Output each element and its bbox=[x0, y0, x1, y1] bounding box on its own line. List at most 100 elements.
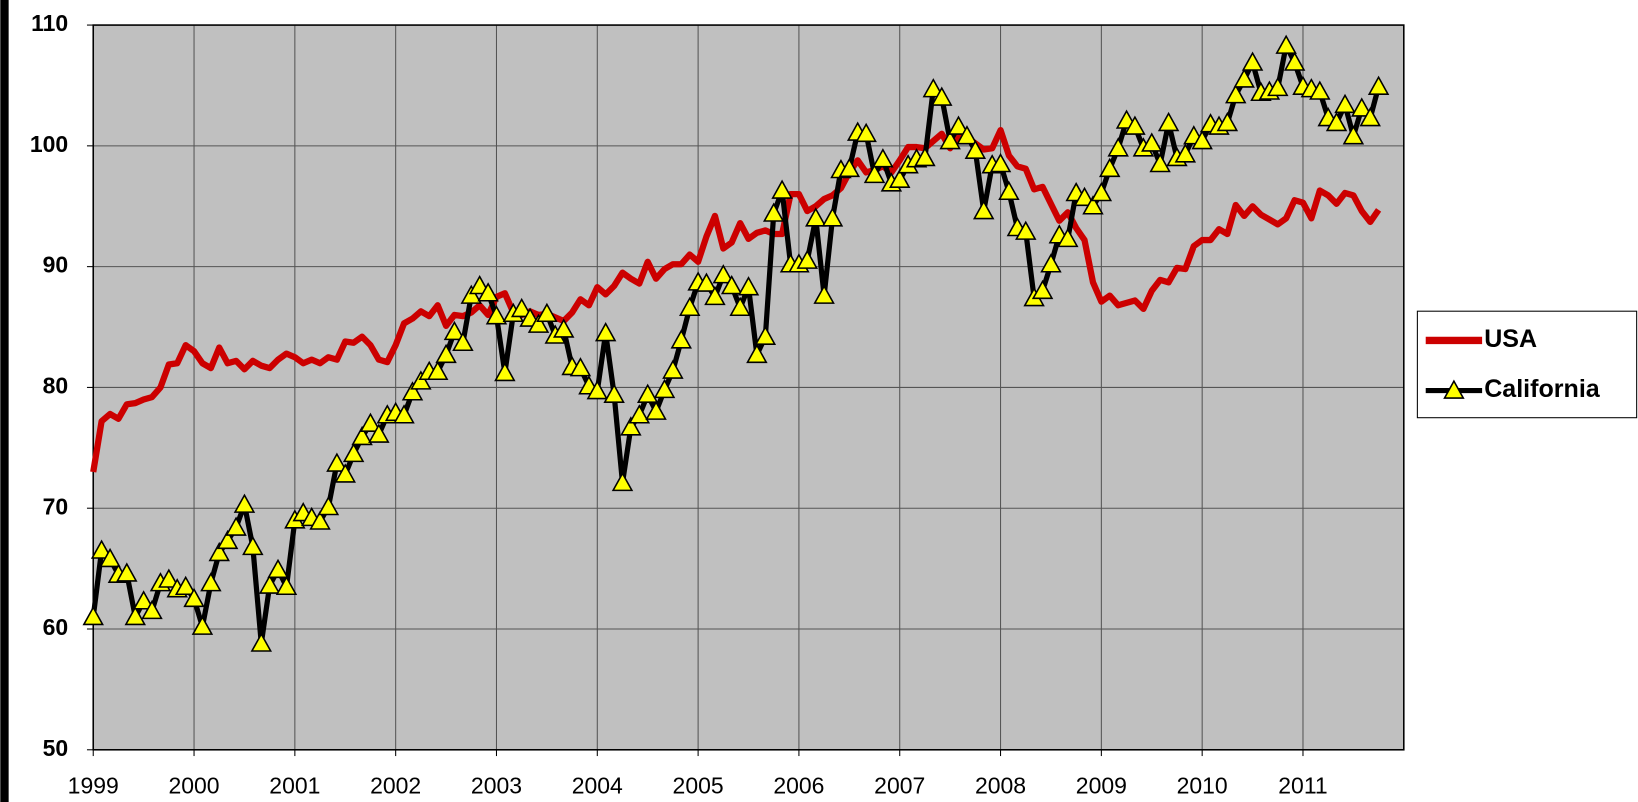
marker bbox=[309, 510, 331, 530]
x-tick-label: 2011 bbox=[1278, 772, 1327, 798]
marker bbox=[426, 360, 449, 381]
marker bbox=[931, 86, 953, 106]
marker bbox=[746, 343, 768, 364]
x-tick-label: 2009 bbox=[1076, 772, 1127, 798]
marker bbox=[796, 249, 819, 269]
marker bbox=[351, 425, 373, 446]
marker bbox=[704, 285, 726, 306]
marker bbox=[1241, 51, 1264, 71]
marker bbox=[1275, 34, 1297, 54]
marker bbox=[1149, 152, 1171, 173]
marker bbox=[603, 383, 625, 403]
marker bbox=[813, 284, 835, 304]
x-tick-label: 2006 bbox=[773, 772, 824, 798]
marker bbox=[233, 493, 256, 513]
y-tick-label: 50 bbox=[43, 735, 69, 761]
marker bbox=[342, 442, 365, 463]
x-tick-label: 2010 bbox=[1177, 772, 1228, 798]
marker bbox=[443, 320, 466, 341]
marker bbox=[267, 558, 289, 579]
marker bbox=[1174, 143, 1197, 163]
marker bbox=[1309, 80, 1331, 100]
marker bbox=[258, 574, 281, 594]
marker bbox=[317, 495, 340, 516]
marker bbox=[1057, 227, 1079, 248]
marker bbox=[334, 463, 356, 483]
marker bbox=[1191, 130, 1213, 150]
marker bbox=[435, 343, 457, 364]
y-tick-label: 80 bbox=[43, 372, 69, 398]
marker bbox=[754, 325, 777, 345]
x-tick-label: 2004 bbox=[572, 772, 623, 798]
marker bbox=[393, 404, 415, 424]
marker bbox=[460, 284, 483, 304]
marker bbox=[1040, 253, 1062, 273]
marker bbox=[82, 605, 104, 626]
marker bbox=[1141, 132, 1163, 152]
marker bbox=[645, 400, 667, 420]
series-line bbox=[90, 127, 1382, 473]
marker bbox=[620, 416, 642, 436]
y-tick-label: 90 bbox=[43, 252, 69, 278]
marker bbox=[124, 605, 147, 626]
y-tick-label: 110 bbox=[31, 10, 68, 36]
marker bbox=[662, 359, 684, 379]
marker bbox=[628, 404, 651, 424]
marker bbox=[947, 115, 970, 135]
marker bbox=[216, 529, 239, 550]
marker bbox=[141, 599, 163, 620]
marker bbox=[1367, 75, 1390, 95]
marker bbox=[1334, 93, 1356, 114]
marker bbox=[972, 200, 995, 220]
marker bbox=[99, 547, 121, 568]
marker bbox=[158, 568, 180, 588]
y-tick-label: 70 bbox=[43, 493, 69, 519]
legend-label: California bbox=[1484, 375, 1601, 403]
plot-border bbox=[92, 24, 1405, 751]
x-tick-label: 2002 bbox=[370, 772, 421, 798]
marker bbox=[452, 331, 474, 352]
left-edge bbox=[0, 0, 9, 802]
marker bbox=[989, 152, 1012, 173]
marker bbox=[527, 313, 550, 333]
marker bbox=[729, 296, 751, 317]
marker bbox=[536, 302, 558, 323]
marker bbox=[200, 572, 222, 592]
marker bbox=[191, 615, 214, 635]
marker bbox=[964, 139, 987, 159]
x-tick-label: 1999 bbox=[68, 772, 119, 798]
marker bbox=[174, 575, 197, 596]
marker bbox=[805, 207, 827, 227]
marker bbox=[1267, 76, 1289, 97]
y-tick-label: 100 bbox=[30, 131, 68, 157]
marker bbox=[838, 157, 861, 178]
marker bbox=[720, 274, 743, 295]
marker bbox=[855, 122, 877, 143]
x-tick-label: 2000 bbox=[168, 772, 219, 798]
marker bbox=[1233, 68, 1255, 88]
marker bbox=[712, 264, 735, 284]
marker bbox=[116, 562, 138, 582]
marker bbox=[872, 148, 894, 168]
x-tick-label: 2005 bbox=[673, 772, 724, 798]
marker bbox=[611, 471, 634, 492]
marker bbox=[679, 296, 701, 317]
marker bbox=[1351, 97, 1373, 117]
marker bbox=[1090, 181, 1113, 202]
marker bbox=[998, 180, 1020, 201]
marker bbox=[1107, 137, 1129, 157]
marker bbox=[569, 357, 592, 377]
legend-marker bbox=[1443, 379, 1465, 399]
marker bbox=[1031, 279, 1054, 300]
marker bbox=[359, 412, 382, 432]
marker bbox=[863, 163, 886, 184]
marker bbox=[410, 370, 432, 390]
marker bbox=[225, 516, 247, 536]
marker bbox=[494, 361, 516, 382]
marker bbox=[183, 587, 205, 608]
marker bbox=[1283, 51, 1306, 71]
x-tick-label: 2007 bbox=[874, 772, 925, 798]
marker bbox=[737, 276, 760, 296]
marker bbox=[275, 575, 298, 596]
